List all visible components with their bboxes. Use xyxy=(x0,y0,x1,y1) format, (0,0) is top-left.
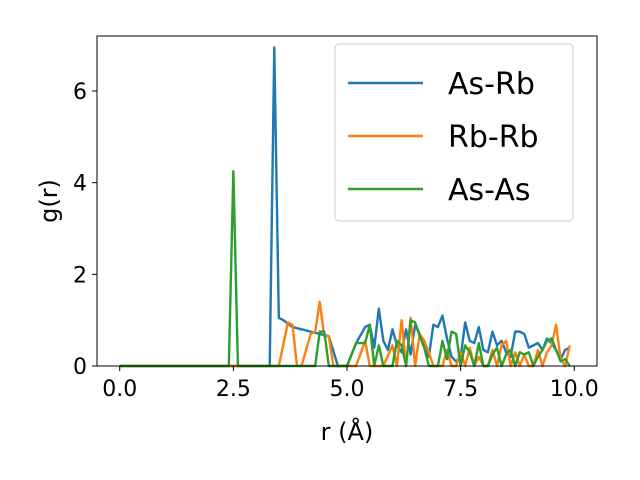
legend-label-rb-rb: Rb-Rb xyxy=(448,120,539,155)
y-tick-label: 0 xyxy=(73,355,87,380)
y-axis-label: g(r) xyxy=(35,179,63,223)
legend-label-as-rb: As-Rb xyxy=(448,67,535,102)
x-tick-label: 0.0 xyxy=(102,377,137,402)
y-tick-label: 4 xyxy=(73,172,87,197)
legend-items: As-Rb Rb-Rb As-As xyxy=(348,67,539,208)
x-axis-ticks: 0.0 2.5 5.0 7.5 10.0 xyxy=(102,366,599,402)
series-line-as-as xyxy=(119,170,571,368)
y-tick-label: 6 xyxy=(73,80,87,105)
series-line-as-rb xyxy=(119,46,571,368)
x-tick-label: 2.5 xyxy=(216,377,251,402)
series-line-rb-rb xyxy=(119,300,571,368)
x-axis-label: r (Å) xyxy=(321,417,374,446)
y-axis-ticks: 0 2 4 6 xyxy=(73,80,97,380)
legend-frame xyxy=(334,43,574,222)
x-tick-label: 10.0 xyxy=(550,377,599,402)
x-tick-label: 7.5 xyxy=(443,377,478,402)
legend-label-as-as: As-As xyxy=(448,173,530,208)
y-tick-label: 2 xyxy=(73,263,87,288)
x-tick-label: 5.0 xyxy=(330,377,365,402)
legend: As-Rb Rb-Rb As-As xyxy=(334,43,574,222)
